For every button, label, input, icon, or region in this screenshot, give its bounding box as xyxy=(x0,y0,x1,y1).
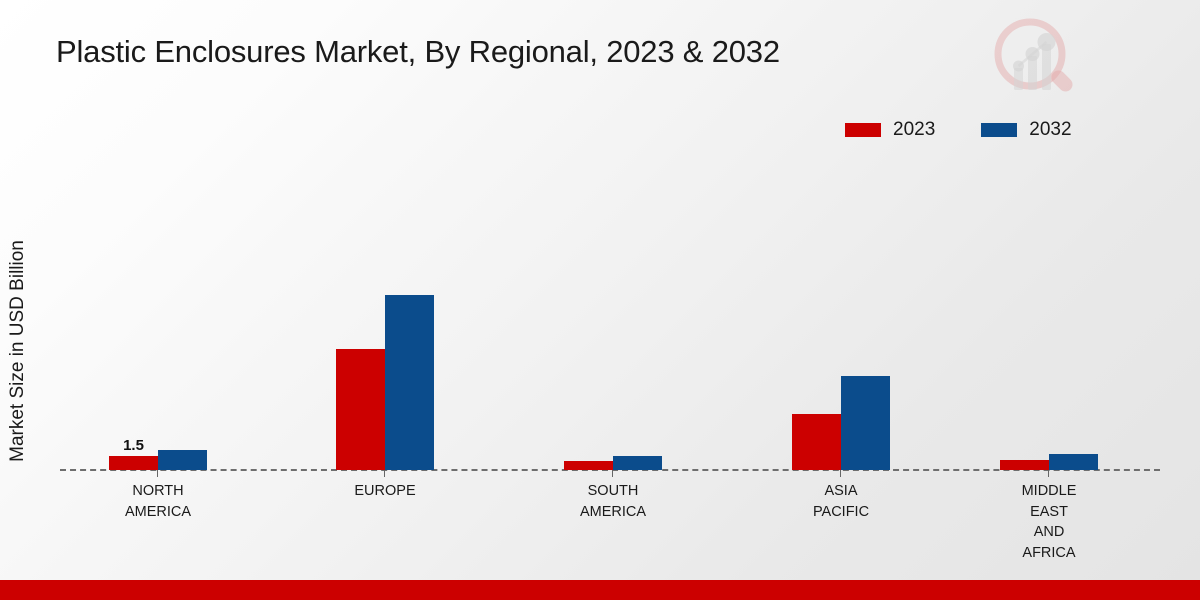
bar-2023-north-america[interactable]: 1.5 xyxy=(109,438,158,470)
bar-2032-asia-pacific[interactable] xyxy=(841,376,890,470)
bar-2023-europe[interactable] xyxy=(336,349,385,470)
bar-2032-south-america[interactable] xyxy=(613,456,662,470)
legend-item-2032[interactable]: 2032 xyxy=(981,119,1072,140)
x-axis-tick-asia-pacific xyxy=(840,470,841,477)
chart-title: Plastic Enclosures Market, By Regional, … xyxy=(56,34,780,69)
x-axis-label-asia-pacific: ASIA PACIFIC xyxy=(812,483,870,520)
bar-group-bars: 1.5 xyxy=(53,150,263,470)
x-axis-label-europe: EUROPE xyxy=(354,483,416,499)
chart-legend: 2023 2032 xyxy=(845,120,1072,139)
bar-value-2023-north-america: 1.5 xyxy=(123,437,144,454)
x-axis-baseline xyxy=(60,469,1160,471)
legend-swatch-2032 xyxy=(981,122,1018,137)
legend-label-2032: 2032 xyxy=(1029,119,1072,140)
legend-swatch-2023 xyxy=(845,122,881,137)
legend-item-2023[interactable]: 2023 xyxy=(845,120,935,139)
x-axis-label-middle-east-and-africa: MIDDLE EAST AND AFRICA xyxy=(1021,483,1077,561)
x-axis-label-north-america: NORTH AMERICA xyxy=(124,483,192,520)
footer-accent-bar xyxy=(0,580,1200,600)
bar-2023-south-america[interactable] xyxy=(564,461,613,470)
x-axis-tick-south-america xyxy=(612,470,613,477)
bar-2032-middle-east-and-africa[interactable] xyxy=(1049,454,1098,470)
bar-group-asia-pacific: ASIA PACIFIC xyxy=(736,150,946,520)
bar-2032-north-america[interactable] xyxy=(158,450,207,470)
x-axis-label-south-america: SOUTH AMERICA xyxy=(579,483,647,520)
x-axis-tick-middle-east-and-africa xyxy=(1048,470,1049,477)
bar-group-middle-east-and-africa: MIDDLE EAST AND AFRICA xyxy=(944,150,1154,561)
bar-group-bars xyxy=(736,150,946,470)
x-axis-tick-north-america xyxy=(157,470,158,477)
bar-group-bars xyxy=(944,150,1154,470)
bar-2032-europe[interactable] xyxy=(385,295,434,470)
bar-group-bars xyxy=(280,150,490,470)
bar-group-north-america: 1.5 NORTH AMERICA xyxy=(53,150,263,520)
legend-label-2023: 2023 xyxy=(893,119,936,140)
bar-2023-asia-pacific[interactable] xyxy=(792,414,841,470)
bar-group-south-america: SOUTH AMERICA xyxy=(508,150,718,520)
bar-group-bars xyxy=(508,150,718,470)
bar-2023-middle-east-and-africa[interactable] xyxy=(1000,460,1049,470)
x-axis-tick-europe xyxy=(384,470,385,477)
bar-group-europe: EUROPE xyxy=(280,150,490,499)
